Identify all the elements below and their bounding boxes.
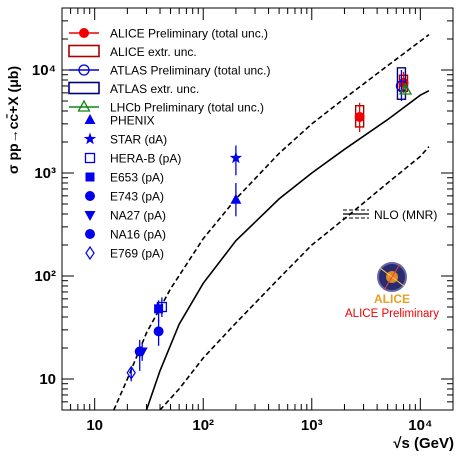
alice-logo-text: ALICE [374, 292, 410, 306]
y-tick-label: 10³ [34, 165, 56, 182]
y-tick-label: 10² [34, 268, 56, 285]
legend-star-marker [83, 132, 97, 145]
nlo-lower-curve [159, 146, 430, 411]
legend-e653-marker [85, 172, 95, 182]
legend-atlas-marker [78, 64, 90, 76]
legend-e769-label: E769 (pA) [110, 247, 164, 261]
legend-alice_extr-label: ALICE extr. unc. [110, 45, 197, 59]
legend-alice-marker [79, 28, 89, 38]
axes: 10 10² 10³ 10⁴ 10 10² 10³ 10⁴ [32, 7, 453, 434]
alice-point [354, 111, 365, 122]
alice-logo-track [383, 263, 401, 291]
legend-e743-marker [85, 191, 95, 201]
legend-atlas_extr-label: ATLAS extr. unc. [110, 82, 199, 96]
e743-point [153, 326, 164, 337]
legend-atlas-label: ATLAS Preliminary (total unc.) [110, 64, 271, 78]
x-axis-label: √s (GeV) [393, 435, 454, 452]
x-tick-label: 10³ [301, 417, 323, 434]
theory-legend: NLO (MNR) [343, 208, 437, 222]
star-point [229, 151, 243, 164]
data-points [126, 67, 413, 382]
theory-legend-label: NLO (MNR) [374, 208, 437, 222]
legend: ALICE Preliminary (total unc.) ALICE extr… [68, 27, 271, 261]
legend-phenix-label: PHENIX [110, 114, 155, 128]
legend-phenix-marker [84, 114, 96, 124]
legend-e769-marker [85, 245, 95, 261]
legend-e653-label: E653 (pA) [110, 171, 164, 185]
na16-point [134, 346, 145, 357]
plot-frame [61, 7, 454, 411]
legend-na27-marker [84, 211, 96, 221]
y-tick-label: 10 [39, 371, 56, 388]
legend-na16-label: NA16 (pA) [110, 228, 166, 242]
legend-alice-label: ALICE Preliminary (total unc.) [110, 27, 268, 41]
lhcb-point [398, 82, 413, 95]
alice-preliminary-caption: ALICE Preliminary [345, 308, 439, 320]
x-tick-label: 10² [192, 417, 214, 434]
legend-lhcb-marker [77, 99, 91, 112]
y-axis-label: σ pp→cc̄+X (μb) [4, 66, 21, 174]
legend-e743-label: E743 (pA) [110, 190, 164, 204]
legend-star-label: STAR (dA) [110, 133, 167, 147]
legend-na27-label: NA27 (pA) [110, 209, 166, 223]
e769-point [126, 365, 136, 380]
nlo-central-curve [145, 89, 430, 411]
legend-herab-label: HERA-B (pA) [110, 152, 181, 166]
phenix-point [230, 193, 242, 204]
legend-alice_extr-swatch [68, 44, 100, 58]
x-tick-label: 10 [86, 417, 103, 434]
legend-na16-marker [85, 229, 95, 239]
x-tick-label: 10⁴ [408, 417, 432, 434]
legend-herab-marker [84, 152, 96, 164]
legend-lhcb-label: LHCb Preliminary (total unc.) [110, 101, 264, 115]
y-tick-label: 10⁴ [32, 62, 56, 79]
legend-atlas_extr-swatch [68, 81, 100, 95]
alice-logo: ALICE ALICE Preliminary [345, 262, 439, 320]
e653-point [154, 304, 164, 314]
